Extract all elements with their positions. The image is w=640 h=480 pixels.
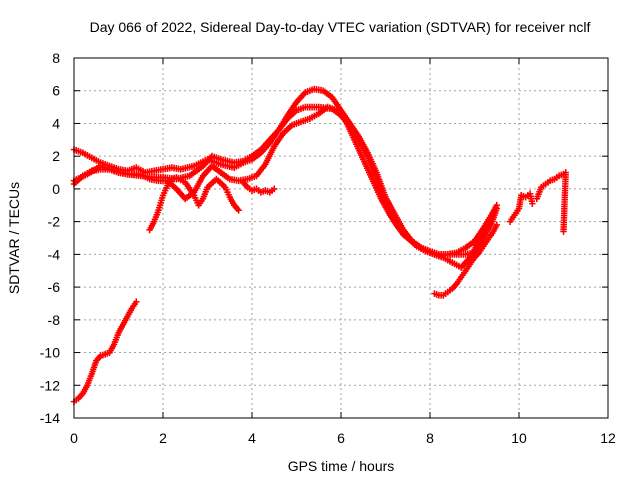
series-trace-f	[431, 221, 500, 299]
y-tick-label: 2	[52, 148, 60, 164]
y-tick-label: -12	[40, 377, 60, 393]
series-trace-h	[533, 169, 569, 235]
data-point	[133, 298, 140, 306]
x-tick-label: 10	[511, 430, 527, 446]
series-trace-b	[70, 85, 500, 260]
data-point	[271, 185, 278, 193]
ticks-layer: 0 2 4 6 8 10 12 -14 -12 -10 -8 -6 -4 -2 0 2 4 6 8	[40, 50, 616, 446]
x-tick-label: 2	[159, 430, 167, 446]
data-point	[489, 213, 496, 221]
y-tick-label: -14	[40, 410, 60, 426]
data-point	[493, 201, 500, 209]
data-point	[493, 221, 500, 229]
y-tick-label: -6	[48, 279, 61, 295]
y-tick-label: -10	[40, 345, 60, 361]
data-point	[529, 200, 536, 208]
x-tick-label: 4	[248, 430, 256, 446]
y-tick-label: -8	[48, 312, 61, 328]
y-axis-label: SDTVAR / TECUs	[6, 182, 22, 294]
x-tick-label: 6	[337, 430, 345, 446]
series-trace-i	[70, 298, 140, 406]
y-tick-label: 6	[52, 83, 60, 99]
x-axis-label: GPS time / hours	[288, 458, 395, 474]
series-trace-e	[239, 178, 278, 196]
x-tick-label: 8	[426, 430, 434, 446]
data-point	[560, 228, 567, 235]
data-layer	[70, 85, 569, 406]
chart-title: Day 066 of 2022, Sidereal Day-to-day VTE…	[90, 19, 591, 35]
y-tick-label: -2	[48, 214, 61, 230]
y-tick-label: 4	[52, 115, 60, 131]
series-trace-d	[146, 174, 242, 234]
series-trace-g	[506, 190, 536, 226]
y-tick-label: 0	[52, 181, 60, 197]
y-tick-label: 8	[52, 50, 60, 66]
data-point	[235, 206, 242, 214]
y-tick-label: -4	[48, 246, 61, 262]
grid-layer	[74, 58, 608, 418]
plot-border	[73, 57, 609, 419]
series-trace-a	[70, 103, 500, 258]
series-trace-c	[70, 103, 496, 271]
x-tick-label: 0	[70, 430, 78, 446]
x-tick-label: 12	[600, 430, 616, 446]
